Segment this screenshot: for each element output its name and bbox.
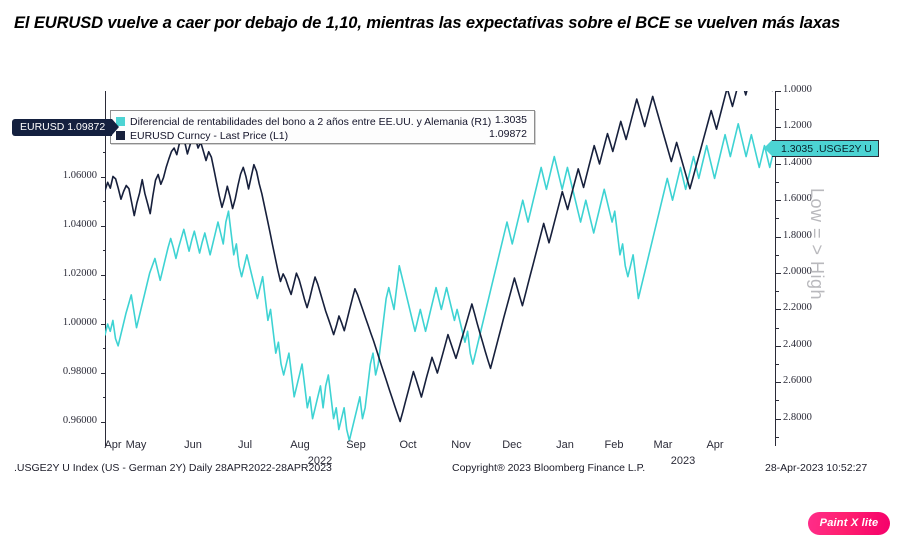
- left-axis-tick: [101, 372, 106, 374]
- legend-item-value: 1.3035: [494, 114, 527, 126]
- x-axis-month-label: Apr: [706, 439, 724, 451]
- left-axis-minor-tick: [103, 250, 106, 252]
- left-axis-tick-label: 1.00000: [62, 316, 97, 328]
- legend-item-label: EURUSD Curncy - Last Price (L1): [130, 130, 289, 142]
- left-axis-tick-label: 0.96000: [62, 414, 97, 426]
- right-axis-tick: [776, 382, 781, 384]
- left-axis-tick-label: 1.02000: [62, 267, 97, 279]
- left-axis-line: [105, 91, 106, 446]
- left-axis-tick-label: 0.98000: [62, 365, 97, 377]
- chart-footer: .USGE2Y U Index (US - German 2Y) Daily 2…: [0, 462, 898, 482]
- legend-color-swatch: [116, 117, 125, 126]
- right-axis-tick: [776, 236, 781, 238]
- legend-row: Diferencial de rentabilidades del bono a…: [116, 114, 529, 128]
- x-axis-year-label: 2023: [670, 455, 696, 467]
- right-axis-minor-tick: [776, 327, 779, 329]
- right-axis-minor-tick: [776, 400, 779, 402]
- right-axis-tick: [776, 200, 781, 202]
- right-axis-tick-label: 1.0000: [783, 84, 812, 95]
- x-axis-month-label: May: [125, 439, 147, 451]
- x-axis-month-label: Apr: [104, 439, 122, 451]
- low-high-axis-note: Low = > High: [807, 188, 827, 301]
- right-axis-tick-label: 1.8000: [783, 229, 812, 241]
- right-axis-tick: [776, 273, 781, 275]
- left-axis-tick: [101, 323, 106, 325]
- chart-canvas: 1.080001.060001.040001.020001.000000.980…: [0, 75, 898, 467]
- x-axis-month-label: Aug: [290, 439, 310, 451]
- left-axis-tick-label: 1.04000: [62, 218, 97, 230]
- right-axis-tick-label: 1.6000: [783, 193, 812, 205]
- page-title: El EURUSD vuelve a caer por debajo de 1,…: [14, 14, 841, 32]
- footer-copyright: Copyright® 2023 Bloomberg Finance L.P.: [452, 462, 646, 474]
- right-axis-tick: [776, 91, 781, 92]
- right-axis-minor-tick: [776, 218, 779, 220]
- left-axis-tick-label: 1.06000: [62, 169, 97, 181]
- left-axis-minor-tick: [103, 397, 106, 399]
- x-axis-month-label: Jan: [556, 439, 574, 451]
- series-plot: [105, 91, 775, 446]
- legend-item-value: 1.09872: [489, 128, 527, 140]
- footer-timestamp: 28-Apr-2023 10:52:27: [765, 462, 868, 474]
- x-axis-month-label: Oct: [399, 439, 417, 451]
- x-axis-month-label: Dec: [502, 439, 522, 451]
- right-axis-minor-tick: [776, 182, 779, 184]
- left-axis-tick: [101, 274, 106, 276]
- eurusd-price-badge: EURUSD 1.09872: [12, 119, 120, 136]
- spread-price-badge: 1.3035 .USGE2Y U: [764, 140, 879, 157]
- right-axis-minor-tick: [776, 291, 779, 293]
- x-axis-month-label: Mar: [653, 439, 673, 451]
- footer-index-info: .USGE2Y U Index (US - German 2Y) Daily 2…: [14, 462, 332, 474]
- x-axis-month-label: Jun: [184, 439, 202, 451]
- left-axis-minor-tick: [103, 299, 106, 301]
- legend-color-swatch: [116, 131, 125, 140]
- x-axis-month-label: Jul: [237, 439, 253, 451]
- left-axis-minor-tick: [103, 201, 106, 203]
- series-line-l1: [105, 91, 775, 422]
- right-axis-tick: [776, 127, 781, 129]
- right-axis-tick: [776, 345, 781, 347]
- left-axis-tick: [101, 225, 106, 227]
- right-axis-tick-label: 2.8000: [783, 411, 812, 423]
- right-axis-tick-label: 1.2000: [783, 120, 812, 132]
- right-axis-tick: [776, 309, 781, 311]
- left-axis-minor-tick: [103, 152, 106, 154]
- left-axis-tick: [101, 176, 106, 178]
- legend-item-label: Diferencial de rentabilidades del bono a…: [130, 116, 492, 128]
- right-axis-minor-tick: [776, 364, 779, 366]
- legend-row: EURUSD Curncy - Last Price (L1) 1.09872: [116, 128, 529, 142]
- right-axis-minor-tick: [776, 254, 779, 256]
- series-line-r1: [105, 124, 775, 441]
- x-axis-end-tick: [105, 431, 106, 436]
- right-axis-tick-label: 2.4000: [783, 338, 812, 350]
- right-axis-tick-label: 2.0000: [783, 266, 812, 278]
- right-axis-minor-tick: [776, 436, 779, 438]
- x-axis-month-label: Sep: [346, 439, 366, 451]
- x-axis-year-label: 2022: [307, 455, 333, 467]
- left-axis-tick: [101, 421, 106, 423]
- x-axis-end-tick: [775, 431, 776, 436]
- right-axis-line: [775, 91, 776, 446]
- right-axis-tick-label: 2.2000: [783, 302, 812, 314]
- x-axis-month-label: Nov: [451, 439, 471, 451]
- right-axis-tick-label: 2.6000: [783, 375, 812, 387]
- right-axis-minor-tick: [776, 109, 779, 111]
- right-axis-tick: [776, 418, 781, 420]
- left-axis-minor-tick: [103, 348, 106, 350]
- right-axis-tick-label: 1.4000: [783, 156, 812, 168]
- right-axis-tick: [776, 163, 781, 165]
- paint-x-lite-watermark[interactable]: Paint X lite: [808, 512, 890, 535]
- chart-legend[interactable]: Diferencial de rentabilidades del bono a…: [110, 110, 535, 144]
- x-axis-month-label: Feb: [604, 439, 624, 451]
